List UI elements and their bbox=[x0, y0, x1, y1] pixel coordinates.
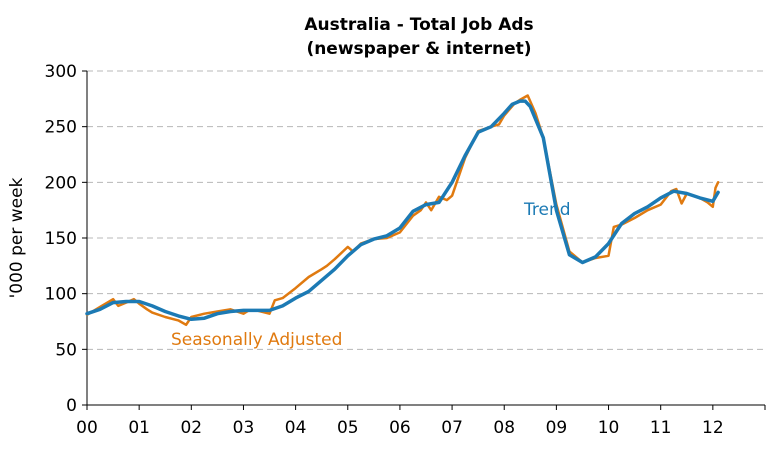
y-tick-labels: 0 50 100 150 200 250 300 bbox=[45, 62, 87, 416]
y-tick-label-50: 50 bbox=[55, 340, 77, 360]
series-line-trend bbox=[85, 99, 720, 322]
x-tick-label-03: 03 bbox=[233, 418, 255, 438]
y-tick-label-250: 250 bbox=[45, 118, 77, 138]
y-tick-label-150: 150 bbox=[45, 229, 77, 249]
x-tick-label-04: 04 bbox=[285, 418, 307, 438]
y-tick-label-300: 300 bbox=[45, 62, 77, 82]
x-tick-label-01: 01 bbox=[128, 418, 150, 438]
y-axis-label: '000 per week bbox=[7, 177, 27, 298]
y-tick-label-200: 200 bbox=[45, 173, 77, 193]
x-tick-label-10: 10 bbox=[598, 418, 620, 438]
y-tick-label-100: 100 bbox=[45, 285, 77, 305]
x-tick-label-11: 11 bbox=[650, 418, 672, 438]
x-tick-label-05: 05 bbox=[337, 418, 359, 438]
y-tick-label-0: 0 bbox=[66, 396, 77, 416]
x-tick-label-07: 07 bbox=[441, 418, 463, 438]
x-tick-label-02: 02 bbox=[180, 418, 202, 438]
annotation-trend: Trend bbox=[523, 200, 571, 220]
series-line-seasonally-adjusted bbox=[85, 94, 720, 327]
x-tick-label-06: 06 bbox=[389, 418, 411, 438]
x-tick-label-12: 12 bbox=[702, 418, 724, 438]
gridlines bbox=[87, 70, 765, 350]
chart-title: Australia - Total Job Ads bbox=[304, 15, 533, 35]
series-lines bbox=[85, 94, 720, 327]
chart-subtitle: (newspaper & internet) bbox=[306, 39, 531, 59]
x-tick-label-08: 08 bbox=[493, 418, 515, 438]
annotation-seasonally-adjusted: Seasonally Adjusted bbox=[171, 330, 342, 350]
x-tick-labels: 00 01 02 03 04 05 06 07 08 09 10 11 12 bbox=[76, 405, 766, 438]
x-tick-label-09: 09 bbox=[546, 418, 568, 438]
x-tick-label-00: 00 bbox=[76, 418, 98, 438]
